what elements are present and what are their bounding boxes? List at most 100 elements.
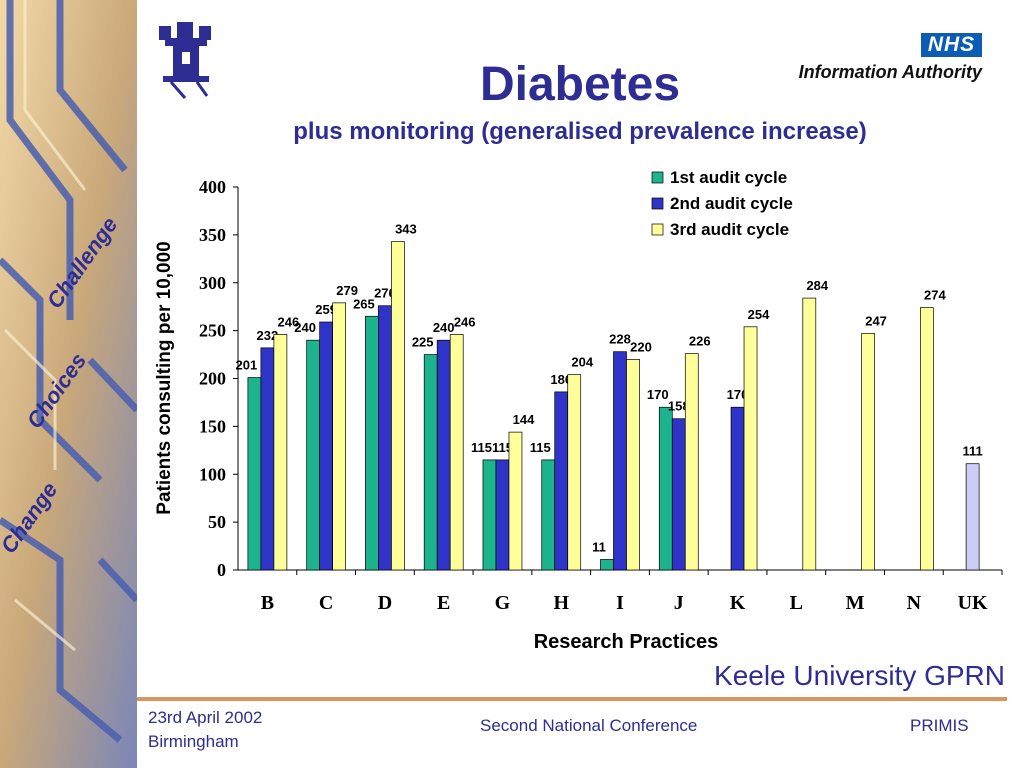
bar-3-E [449, 334, 464, 571]
x-tick-label: H [553, 592, 569, 614]
bar-1-G [482, 459, 497, 571]
footer-divider [137, 697, 1007, 701]
bar-value-label: 276 [374, 286, 396, 301]
bar-2-I [613, 351, 627, 571]
bar-1-C [306, 339, 321, 571]
bar-value-label: 246 [278, 314, 300, 329]
bar-2-K [730, 406, 745, 571]
bar-1-D [365, 315, 379, 571]
bar-value-label: 158 [668, 399, 690, 414]
y-tick-label: 400 [199, 177, 226, 197]
bar-chart: 0 50 100 150 200 250 300 350 400 B C D E G H I J K L M N UK Re… [154, 168, 1003, 653]
bar-value-label: 259 [315, 302, 337, 317]
bar-value-label: 240 [294, 320, 316, 335]
y-tick-label: 0 [217, 560, 226, 580]
side-decoration: Challenge Choices Change [0, 0, 137, 768]
bar-2-B [260, 347, 275, 571]
bar-1-J [658, 406, 673, 571]
bar-3-K [743, 326, 758, 571]
bar-3-M [861, 333, 875, 571]
y-axis-title: Patients consulting per 10,000 [154, 241, 175, 514]
legend-swatch-3 [651, 223, 664, 236]
x-tick-label: J [674, 592, 684, 614]
bar-value-label: 265 [353, 296, 375, 311]
footer-org: Keele University GPRN [714, 660, 1005, 691]
bar-value-label: 115 [492, 440, 513, 455]
bar-2-E [436, 339, 451, 571]
y-tick-label: 250 [199, 321, 226, 341]
x-axis-title: Research Practices [534, 631, 719, 653]
bar-value-label: 226 [689, 334, 711, 349]
y-tick-label: 300 [199, 273, 226, 293]
bar-2-G [495, 459, 510, 571]
bar-1-H [541, 459, 556, 571]
x-tick-label: D [378, 592, 392, 614]
bar-3-H [567, 374, 582, 571]
bar-2-C [319, 321, 334, 571]
legend-swatch-1 [651, 171, 664, 184]
x-tick-label: K [730, 592, 746, 614]
x-tick-label: B [261, 592, 274, 614]
footer-brand: PRIMIS [910, 716, 969, 735]
bar-value-label: 240 [433, 320, 455, 335]
legend-label-3: 3rd audit cycle [670, 220, 789, 239]
legend-label-1: 1st audit cycle [670, 168, 787, 187]
footer-event: Second National Conference [480, 716, 698, 735]
bar-3-C [332, 302, 347, 571]
bar-2-D [378, 305, 392, 571]
bar-value-label: 170 [727, 387, 749, 402]
bar-value-label: 144 [513, 412, 535, 427]
bar-value-label: 228 [609, 332, 631, 347]
bar-3-I [626, 359, 640, 571]
bar-3-L [802, 297, 817, 571]
bar-value-label: 11 [592, 539, 606, 554]
page-title: Diabetes [479, 58, 681, 111]
bar-value-label: 204 [571, 355, 593, 370]
x-tick-label: E [437, 592, 450, 614]
bar-value-label: 232 [257, 328, 279, 343]
y-tick-label: 50 [208, 512, 226, 532]
legend-label-2: 2nd audit cycle [670, 194, 793, 213]
bar-value-label: 186 [550, 372, 572, 387]
bar-1-E [423, 354, 438, 571]
y-tick-label: 100 [199, 464, 226, 484]
nhs-org-name: Information Authority [798, 62, 982, 82]
x-tick-label: UK [958, 592, 988, 614]
bar-value-label: 247 [865, 313, 887, 328]
bar-2-J [671, 418, 686, 571]
legend-swatch-2 [651, 197, 664, 210]
keele-crest-logo [159, 22, 211, 99]
bar-value-label: 254 [748, 307, 770, 322]
bar-value-label: 115 [471, 440, 492, 455]
bar-3-G [508, 431, 523, 571]
page-subtitle: plus monitoring (generalised prevalence … [293, 118, 867, 145]
bar-value-label: 343 [395, 222, 417, 237]
bar-1-I [600, 559, 614, 571]
nhs-logo: NHS [921, 33, 982, 57]
x-tick-label: C [319, 592, 333, 614]
bar-3-D [391, 241, 405, 571]
bar-value-label: 115 [530, 440, 551, 455]
bar-value-label: 225 [412, 335, 434, 350]
x-tick-label: M [846, 592, 865, 614]
bar-value-label: 284 [806, 278, 828, 293]
bar-2-H [554, 391, 569, 571]
y-tick-label: 350 [199, 225, 226, 245]
bar-value-label: 246 [454, 314, 476, 329]
x-tick-label: G [495, 592, 511, 614]
bar-value-label: 220 [630, 339, 652, 354]
bar-3-B [273, 334, 288, 571]
bar-3-N [919, 307, 934, 571]
bar-value-label: 201 [236, 358, 258, 373]
x-tick-label: I [616, 592, 624, 614]
bar-value-label: 111 [962, 444, 982, 459]
footer-place: Birmingham [148, 732, 239, 751]
bar-1-B [247, 377, 262, 571]
x-tick-label: L [790, 592, 803, 614]
bar-value-label: 274 [924, 288, 946, 303]
footer-date: 23rd April 2002 [148, 708, 263, 727]
bar-uk [965, 463, 980, 571]
bar-value-label: 279 [336, 283, 358, 298]
y-tick-label: 150 [199, 416, 226, 436]
x-tick-label: N [907, 592, 922, 614]
